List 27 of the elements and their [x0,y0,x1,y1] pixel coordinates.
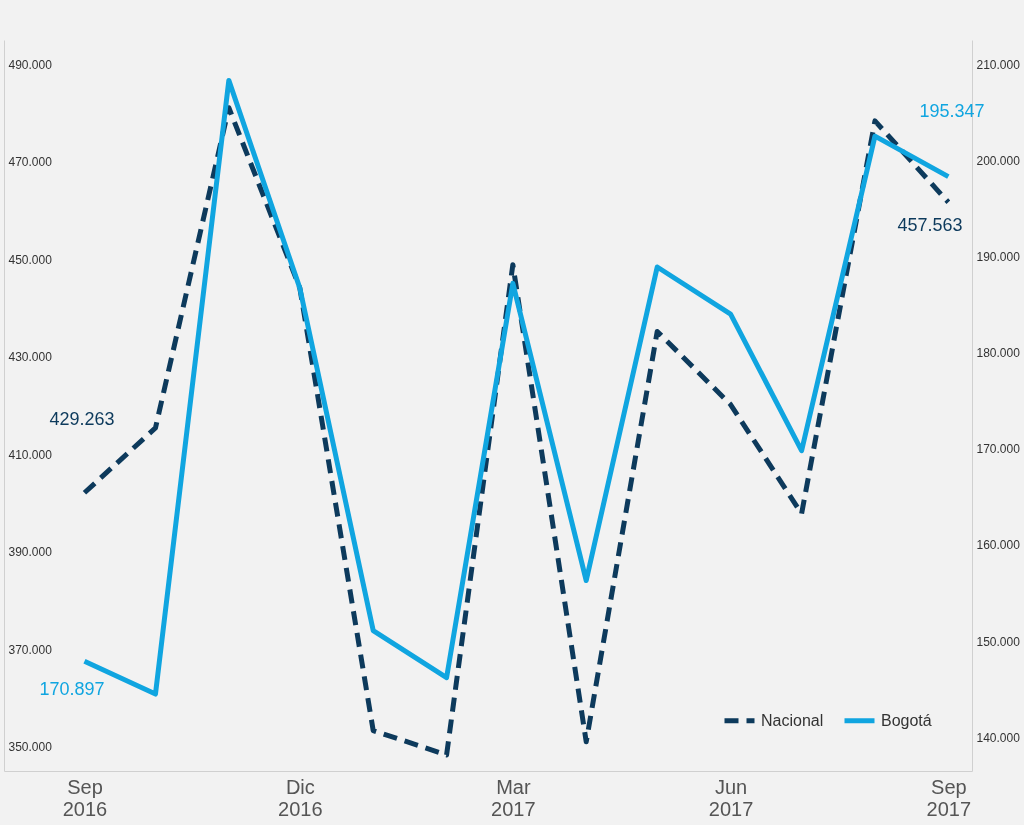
annotation: 170.897 [39,679,105,699]
x-tick-label: Mar 2017 [491,775,536,820]
x-tick-label: Sep 2016 [62,775,108,820]
annotation: 429.263 [49,409,115,429]
y-tick-label: 450.000 [8,252,53,267]
y2-tick-label: 140.000 [976,730,1021,745]
y2-tick-label: 170.000 [976,442,1021,457]
y2-tick-label: 180.000 [976,346,1021,361]
y-tick-label: 390.000 [8,545,53,560]
y-tick-label: 370.000 [8,642,53,657]
x-tick-label: Jun 2017 [708,775,754,820]
y-tick-label: 410.000 [8,447,53,462]
y2-tick-label: 150.000 [976,634,1021,649]
y-tick-label: 470.000 [8,155,53,170]
legend-label: Nacional [761,711,824,729]
y-tick-label: 350.000 [8,740,53,755]
x-tick-label: Sep 2017 [926,775,972,820]
annotation: 195.347 [919,101,985,121]
annotation: 457.563 [897,215,963,235]
y2-tick-label: 190.000 [976,249,1021,264]
legend-label: Bogotá [881,711,932,729]
y2-tick-label: 160.000 [976,538,1021,553]
y-tick-label: 430.000 [8,350,53,365]
x-tick-label: Dic 2016 [278,775,323,820]
y2-tick-label: 210.000 [976,57,1021,72]
y-tick-label: 490.000 [8,57,53,72]
y2-tick-label: 200.000 [976,153,1021,168]
